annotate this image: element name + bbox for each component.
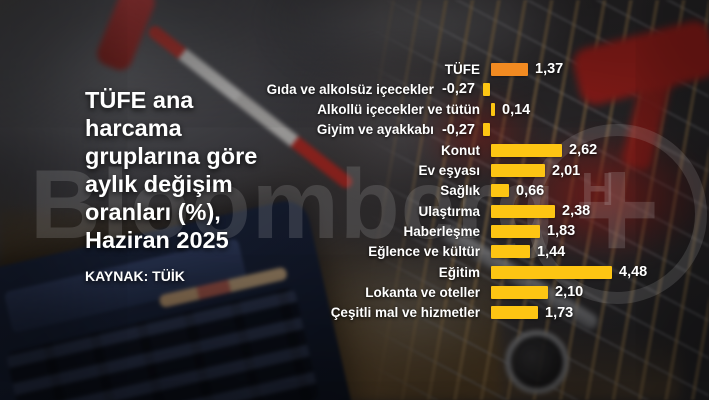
value-bar: [491, 184, 509, 198]
value-label: 0,14: [502, 101, 531, 118]
value-bar: [491, 62, 528, 76]
chart-row: Giyim ve ayakkabı -0,27: [0, 120, 709, 140]
row-label-zone: Ev eşyası: [0, 161, 491, 181]
category-label: Haberleşme: [403, 223, 480, 239]
category-label: Gıda ve alkolsüz içecekler: [266, 81, 434, 97]
category-label: TÜFE: [444, 61, 480, 77]
category-label: Eğitim: [438, 264, 480, 280]
category-label: Eğlence ve kültür: [368, 244, 480, 260]
chart-row: Gıda ve alkolsüz içecekler -0,27: [0, 79, 709, 99]
value-bar: [491, 103, 495, 117]
category-label: Konut: [441, 142, 480, 158]
row-bar-zone: 4,48: [491, 262, 647, 282]
row-label-zone: Çeşitli mal ve hizmetler: [0, 303, 491, 323]
category-label: Ulaştırma: [418, 203, 480, 219]
row-bar-zone: 1,83: [491, 221, 575, 241]
value-bar: [491, 306, 538, 320]
chart-row: Haberleşme 1,83: [0, 221, 709, 241]
row-label-zone: Alkollü içecekler ve tütün: [0, 100, 491, 120]
source-label: KAYNAK: TÜİK: [85, 268, 185, 284]
row-label-zone: Ulaştırma: [0, 201, 491, 221]
value-label: 1,73: [545, 304, 574, 321]
cart-wheel: [505, 330, 569, 394]
value-label: 4,48: [619, 264, 648, 280]
chart-row: Eğitim 4,48: [0, 262, 709, 282]
value-label: 1,37: [535, 61, 564, 77]
chart-row: TÜFE 1,37: [0, 59, 709, 79]
value-label: 2,10: [555, 284, 584, 301]
row-label-zone: Sağlık: [0, 181, 491, 201]
value-bar: [491, 224, 540, 238]
value-bar: [491, 245, 530, 259]
plus-icon: +: [573, 124, 661, 292]
value-bar: [491, 164, 545, 177]
row-label-zone: Eğlence ve kültür: [0, 242, 491, 262]
value-bar: [491, 285, 548, 299]
value-label: 2,62: [569, 142, 598, 159]
chart-row: Sağlık 0,66: [0, 181, 709, 201]
row-bar-zone: 2,01: [491, 161, 580, 181]
value-bar: [483, 123, 490, 137]
chart-row: Alkollü içecekler ve tütün 0,14: [0, 100, 709, 120]
row-bar-zone: 0,66: [491, 181, 544, 201]
watermark-h-letter: H: [581, 163, 615, 215]
chart-row: Çeşitli mal ve hizmetler 1,73: [0, 303, 709, 323]
row-label-zone: Haberleşme: [0, 221, 491, 241]
chart-row: Ev eşyası 2,01: [0, 161, 709, 181]
category-label: Lokanta ve oteller: [365, 284, 480, 300]
category-label: Sağlık: [440, 183, 480, 199]
row-bar-zone: 0,14: [491, 100, 530, 120]
value-label: 1,44: [537, 243, 566, 260]
category-label: Ev eşyası: [418, 163, 480, 178]
row-bar-zone: 1,73: [491, 303, 573, 323]
chart-row: Ulaştırma 2,38: [0, 201, 709, 221]
value-label: 1,83: [547, 223, 576, 240]
row-label-zone: Konut: [0, 140, 491, 160]
row-bar-zone: 2,10: [491, 282, 583, 302]
value-bar: [483, 82, 490, 96]
category-label: Alkollü içecekler ve tütün: [317, 102, 480, 118]
watermark-text: Bloomberg: [30, 149, 557, 259]
row-label-zone: Eğitim: [0, 262, 491, 282]
row-label-zone: TÜFE: [0, 59, 491, 79]
value-label: 2,01: [552, 162, 581, 179]
row-bar-zone: 2,62: [491, 140, 597, 160]
row-label-zone: Gıda ve alkolsüz içecekler -0,27: [0, 79, 491, 99]
value-bar: [491, 204, 555, 218]
chart-row: Lokanta ve oteller 2,10: [0, 282, 709, 302]
value-label: -0,27: [441, 121, 475, 138]
value-bar: [491, 143, 562, 157]
row-bar-zone: 1,44: [491, 242, 565, 262]
value-bar: [491, 265, 612, 279]
value-label: -0,27: [441, 81, 475, 98]
row-label-zone: Lokanta ve oteller: [0, 282, 491, 302]
value-label: 2,38: [562, 203, 591, 220]
row-label-zone: Giyim ve ayakkabı -0,27: [0, 120, 491, 140]
category-label: Giyim ve ayakkabı: [316, 122, 434, 138]
category-label: Çeşitli mal ve hizmetler: [330, 305, 480, 321]
chart-row: Eğlence ve kültür 1,44: [0, 242, 709, 262]
chart-title: TÜFE ana harcama gruplarına göre aylık d…: [85, 87, 258, 253]
title-block: TÜFE ana harcama gruplarına göre aylık d…: [85, 86, 263, 284]
chart-row: Konut 2,62: [0, 140, 709, 160]
value-label: 0,66: [516, 182, 545, 199]
row-bar-zone: 1,37: [491, 59, 563, 79]
row-bar-zone: 2,38: [491, 201, 590, 221]
